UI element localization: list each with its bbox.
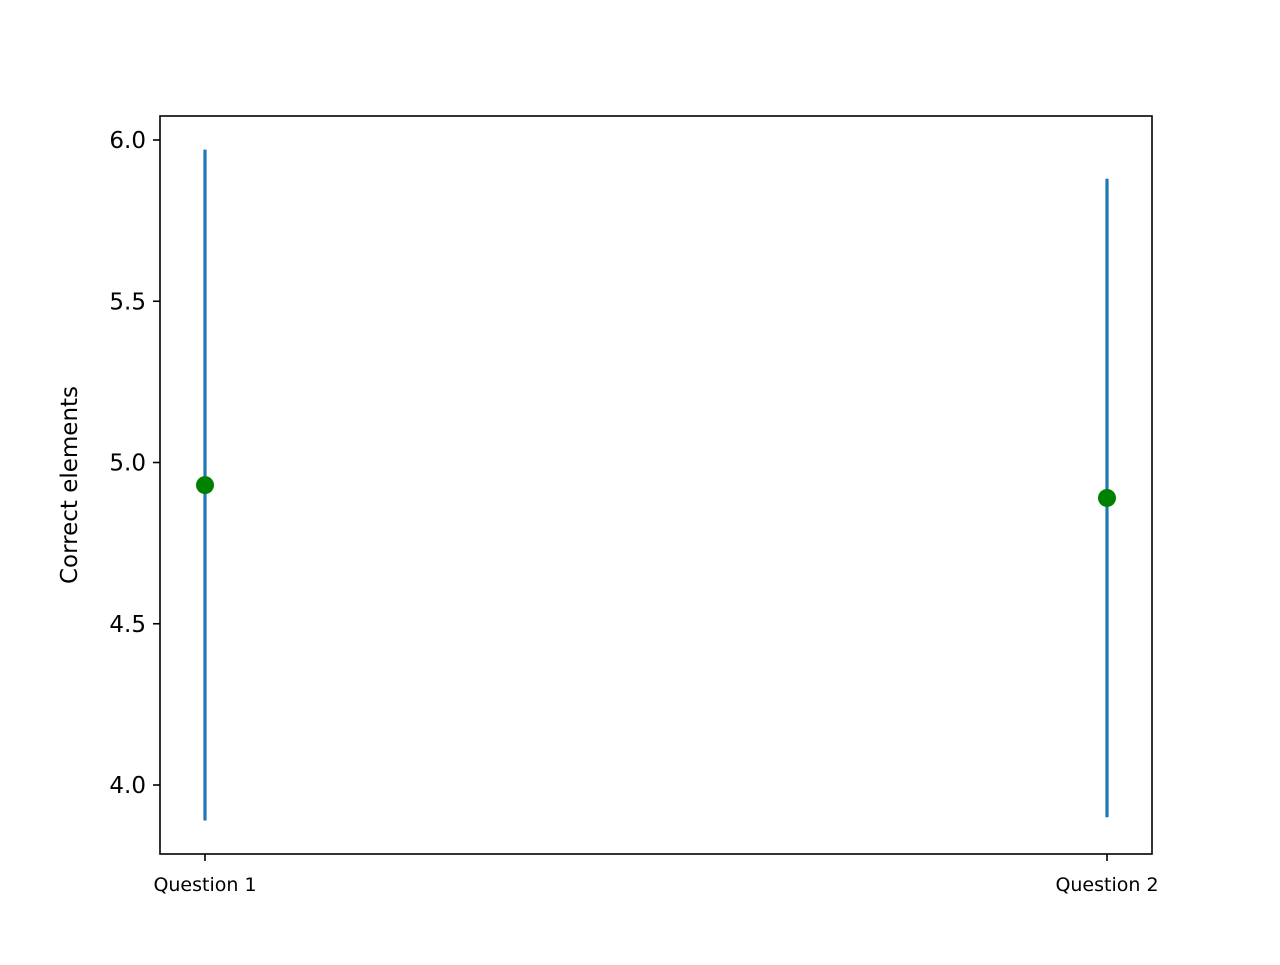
- y-tick-label: 4.5: [109, 612, 146, 638]
- data-point: [1098, 488, 1116, 507]
- y-tick-label: 5.5: [109, 289, 146, 315]
- y-axis-label: Correct elements: [57, 386, 83, 584]
- plot-marks: [196, 149, 1116, 821]
- x-tick-label: Question 1: [153, 874, 256, 896]
- axis-ticks: 4.0 4.5 5.0 5.5 6.0 Question 1 Question 2: [109, 128, 1158, 896]
- data-point: [196, 476, 214, 495]
- x-tick-label: Question 2: [1055, 874, 1158, 896]
- plot-area-frame: [159, 115, 1153, 855]
- y-tick-label: 5.0: [109, 451, 146, 477]
- y-tick-label: 6.0: [109, 128, 146, 154]
- y-tick-label: 4.0: [109, 773, 146, 799]
